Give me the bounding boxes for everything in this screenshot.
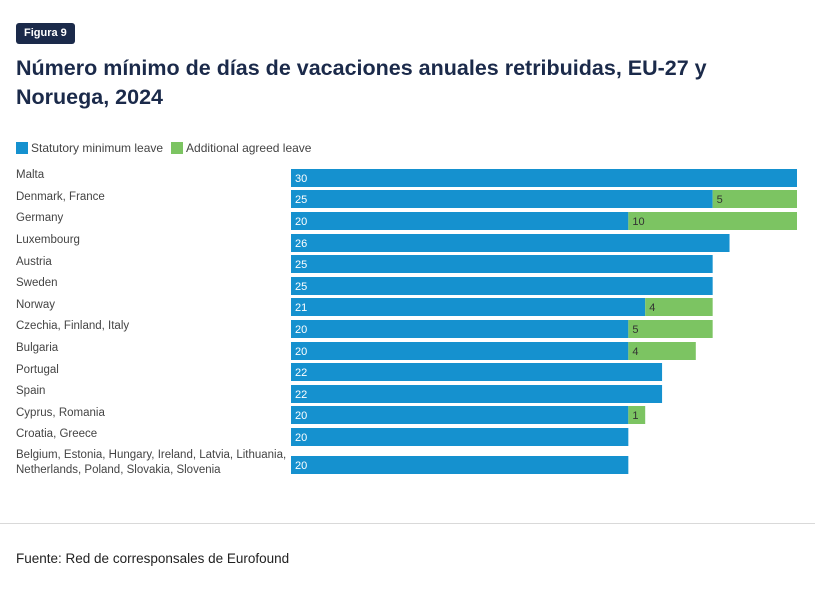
figure-badge: Figura 9 [16,23,75,44]
legend-swatch-additional [171,142,184,154]
data-label-statutory: 20 [295,324,307,336]
bar-statutory [291,234,730,252]
category-label: Austria [16,256,52,268]
bar-additional [712,190,797,208]
bar-additional [628,406,646,424]
bar-statutory [291,342,629,360]
data-label-statutory: 30 [295,173,307,185]
category-label: Croatia, Greece [16,428,97,440]
legend-item-additional[interactable]: Additional agreed leave [171,141,311,155]
bar-statutory [291,456,629,474]
bar-additional [645,298,713,316]
bar-statutory [291,320,629,338]
bar-statutory [291,406,629,424]
category-label: Bulgaria [16,342,59,354]
bar-additional [628,320,713,338]
bar-additional [628,212,797,230]
data-label-statutory: 20 [295,346,307,358]
legend-label-additional: Additional agreed leave [186,141,312,155]
category-label: Portugal [16,364,59,376]
bar-statutory [291,363,663,381]
bar-statutory [291,385,663,403]
chart-title: Número mínimo de días de vacaciones anua… [16,56,707,109]
data-label-statutory: 20 [295,410,307,422]
data-label-additional: 5 [717,194,723,206]
bar-chart: Malta 30 Denmark, France 25 5 Germany 20 10 Luxe… [16,169,797,476]
data-label-additional: 1 [632,410,638,422]
bar-statutory [291,277,713,295]
category-label: Norway [16,299,55,311]
data-label-additional: 4 [632,346,638,358]
category-label: Denmark, France [16,191,105,203]
chart-legend: Statutory minimum leave Additional agree… [16,141,319,155]
source-note: Fuente: Red de corresponsales de Eurofou… [16,551,290,566]
category-label: Sweden [16,277,58,289]
bar-additional [628,342,696,360]
data-label-statutory: 20 [295,216,307,228]
category-label: Germany [16,212,64,224]
bar-statutory [291,255,713,273]
legend-item-statutory[interactable]: Statutory minimum leave [16,141,163,155]
category-label: Malta [16,169,45,181]
data-label-statutory: 20 [295,460,307,472]
data-label-additional: 10 [632,216,644,228]
category-label: Spain [16,385,45,397]
legend-swatch-statutory [16,142,28,154]
data-label-additional: 4 [649,302,655,314]
bar-statutory [291,298,646,316]
category-label: Netherlands, Poland, Slovakia, Slovenia [16,464,221,476]
data-label-statutory: 21 [295,302,307,314]
category-label: Czechia, Finland, Italy [16,320,129,332]
bar-statutory [291,428,629,446]
category-label: Luxembourg [16,234,80,246]
bar-statutory [291,212,629,230]
data-label-statutory: 26 [295,238,307,250]
data-label-statutory: 25 [295,194,307,206]
data-label-statutory: 25 [295,259,307,271]
divider [0,523,815,524]
legend-label-statutory: Statutory minimum leave [31,141,164,155]
data-label-statutory: 22 [295,367,307,379]
data-label-statutory: 25 [295,281,307,293]
data-label-statutory: 20 [295,432,307,444]
data-label-additional: 5 [632,324,638,336]
bar-statutory [291,169,797,187]
bar-statutory [291,190,713,208]
category-label: Cyprus, Romania [16,407,105,419]
category-label: Belgium, Estonia, Hungary, Ireland, Latv… [16,449,286,461]
data-label-statutory: 22 [295,389,307,401]
